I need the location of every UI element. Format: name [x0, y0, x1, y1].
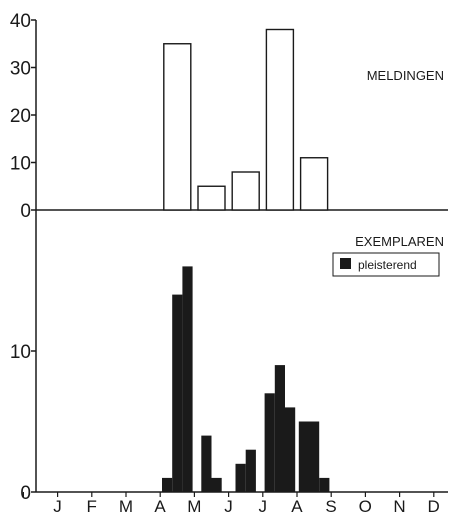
- bar-exemplaren: [274, 365, 285, 492]
- legend: pleisterend: [332, 252, 440, 277]
- month-label: F: [87, 497, 97, 516]
- bar-meldingen: [163, 43, 192, 211]
- month-label: A: [154, 497, 166, 516]
- month-label: M: [119, 497, 133, 516]
- bar-exemplaren: [245, 449, 256, 492]
- legend-swatch: [340, 258, 351, 269]
- bar-meldingen: [299, 157, 329, 211]
- legend-label: pleisterend: [358, 258, 417, 272]
- top-y-tick-label: 0: [20, 201, 31, 222]
- bottom-y-ticks: 0 10: [10, 342, 36, 504]
- bar-meldingen: [231, 171, 260, 211]
- bottom-bars: [162, 266, 330, 492]
- month-label: A: [291, 497, 303, 516]
- month-label: J: [224, 497, 233, 516]
- bar-exemplaren: [319, 477, 330, 492]
- legend-box: [332, 252, 440, 277]
- bottom-panel-label: EXEMPLAREN: [355, 234, 444, 249]
- month-label: D: [428, 497, 440, 516]
- bar-exemplaren: [182, 266, 193, 492]
- bottom-panel: EXEMPLAREN pleisterend 0 10 J F M A M J J A S O N D: [10, 210, 448, 516]
- month-label: J: [258, 497, 267, 516]
- top-y-tick-label: 10: [10, 154, 31, 175]
- month-label: J: [53, 497, 62, 516]
- top-panel-label: MELDINGEN: [367, 68, 444, 83]
- bar-exemplaren: [162, 477, 173, 492]
- bar-exemplaren: [172, 294, 183, 492]
- month-label: S: [325, 497, 336, 516]
- bottom-y-tick-label: 0: [20, 483, 31, 504]
- bar-meldingen: [197, 185, 226, 211]
- bar-exemplaren: [201, 435, 212, 492]
- bar-exemplaren: [264, 393, 275, 492]
- top-panel: MELDINGEN 0 10 20 30 40: [10, 11, 448, 222]
- bottom-y-tick-label: 10: [10, 342, 31, 363]
- bar-exemplaren: [298, 421, 309, 492]
- bar-exemplaren: [235, 463, 246, 492]
- bar-exemplaren: [309, 421, 320, 492]
- top-y-ticks: 0 10 20 30 40: [10, 11, 36, 222]
- month-label: M: [187, 497, 201, 516]
- top-bars: [163, 28, 329, 211]
- bar-meldingen: [265, 28, 295, 211]
- month-label: N: [393, 497, 405, 516]
- bar-exemplaren: [285, 407, 296, 492]
- top-y-tick-label: 20: [10, 106, 31, 127]
- month-label: O: [359, 497, 372, 516]
- top-y-tick-label: 40: [10, 11, 31, 32]
- top-y-tick-label: 30: [10, 59, 31, 80]
- bar-exemplaren: [211, 477, 222, 492]
